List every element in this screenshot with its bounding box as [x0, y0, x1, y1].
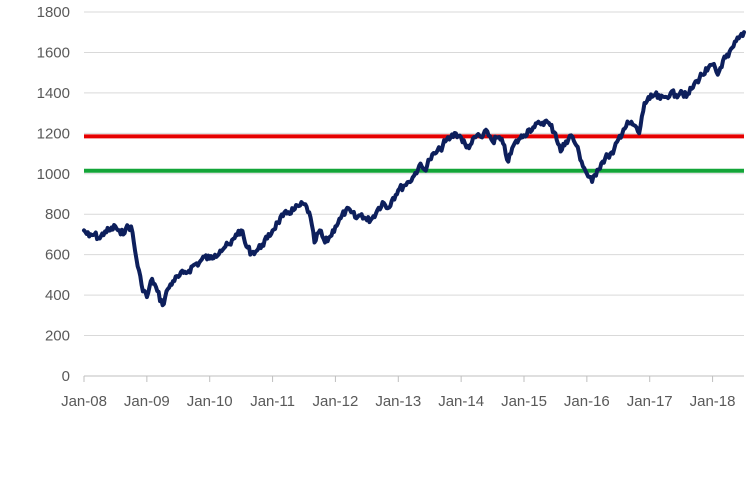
y-tick-label: 400 — [45, 287, 70, 304]
y-tick-label: 600 — [45, 247, 70, 264]
x-tick-label: Jan-15 — [501, 393, 547, 410]
y-tick-label: 1800 — [37, 4, 70, 21]
y-tick-label: 200 — [45, 328, 70, 345]
series-layer — [82, 30, 746, 308]
y-tick-label: 1400 — [37, 85, 70, 102]
x-tick-label: Jan-18 — [690, 393, 736, 410]
y-tick-label: 0 — [62, 368, 70, 385]
y-tick-label: 1200 — [37, 125, 70, 142]
x-tick-label: Jan-11 — [250, 393, 295, 410]
x-tick-label: Jan-14 — [438, 393, 484, 410]
x-tick-label: Jan-10 — [187, 393, 233, 410]
x-tick-label: Jan-17 — [627, 393, 673, 410]
reference-lines — [84, 134, 744, 173]
x-tick-label: Jan-13 — [375, 393, 421, 410]
y-tick-label: 800 — [45, 206, 70, 223]
x-tick-label: Jan-09 — [124, 393, 170, 410]
x-tick-label: Jan-16 — [564, 393, 610, 410]
x-tick-label: Jan-08 — [61, 393, 107, 410]
series-line-0 — [82, 30, 746, 308]
y-axis-ticks: 0 200 400 600 800 1000 1200 1400 1600 1800 — [37, 4, 70, 385]
x-tick-label: Jan-12 — [312, 393, 358, 410]
y-tick-label: 1600 — [37, 44, 70, 61]
y-tick-label: 1000 — [37, 166, 70, 183]
x-axis: Jan-08 Jan-09 Jan-10 Jan-11 Jan-12 Jan-13 Jan-… — [61, 375, 744, 410]
